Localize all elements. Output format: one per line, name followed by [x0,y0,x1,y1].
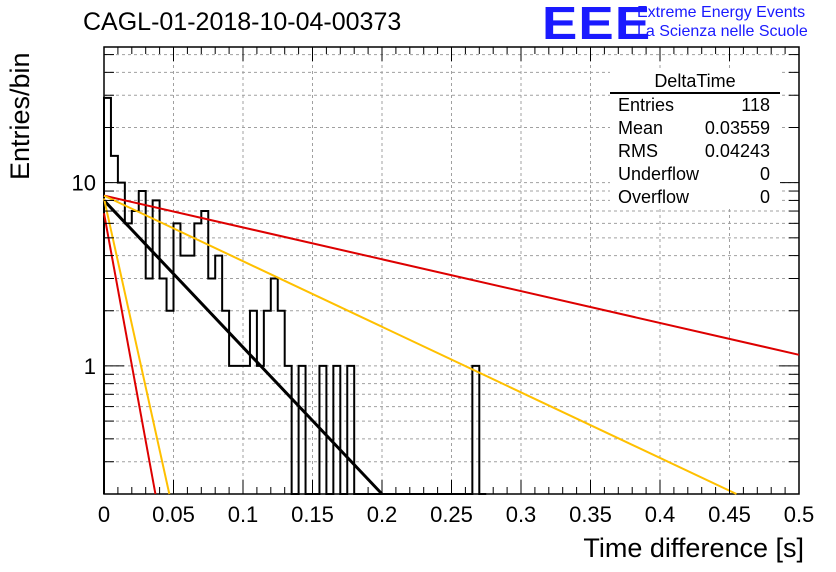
fit-line [102,199,384,496]
x-tick-label: 0.15 [291,502,334,527]
x-tick-label: 0.3 [506,502,537,527]
stats-row-overflow: Overflow 0 [610,186,780,209]
x-tick-label: 0.35 [569,502,612,527]
y-tick-label: 1 [84,354,96,379]
fit-line [103,198,171,495]
stats-label: Entries [618,95,675,115]
stats-value: 0 [759,187,770,207]
stats-box: DeltaTime Entries 118 Mean 0.03559 RMS 0… [610,70,780,209]
x-tick-label: 0.05 [152,502,195,527]
stats-row-rms: RMS 0.04243 [610,140,780,163]
stats-label: Mean [618,118,664,138]
x-tick-label: 0.25 [430,502,473,527]
eee-logo: EEE [542,0,652,49]
stats-value: 0.04243 [704,141,770,161]
histogram-outline [103,96,487,495]
stats-row-underflow: Underflow 0 [610,163,780,186]
stats-value: 118 [741,95,770,115]
x-tick-label: 0.45 [708,502,751,527]
fit-line [103,213,157,495]
logo-line-1: Extreme Energy Events [637,4,806,21]
x-tick-label: 0.1 [228,502,259,527]
y-tick-label: 10 [72,171,96,196]
x-axis-label: Time difference [s] [583,533,804,563]
x-tick-label: 0 [98,502,110,527]
stats-title: DeltaTime [610,70,780,94]
stats-label: Underflow [618,164,700,184]
x-tick-label: 0.4 [645,502,676,527]
x-tick-label: 0.5 [784,502,815,527]
fit-line [103,194,800,356]
y-axis-label: Entries/bin [5,52,35,180]
logo-line-2: La Scienza nelle Scuole [637,23,808,40]
x-tick-label: 0.2 [367,502,398,527]
stats-row-entries: Entries 118 [610,94,780,117]
axis-ticks: 0 0.05 0.1 0.15 0.2 0.25 0.3 0.35 0.4 0.45 0.5 1 10 [72,47,815,527]
stats-value: 0.03559 [704,118,770,138]
histogram-bars [103,96,487,495]
fit-line [103,194,737,495]
run-title: CAGL-01-2018-10-04-00373 [83,8,402,36]
fit-lines [102,194,800,496]
stats-row-mean: Mean 0.03559 [610,117,780,140]
stats-label: RMS [618,141,658,161]
stats-label: Overflow [618,187,690,207]
stats-value: 0 [759,164,770,184]
